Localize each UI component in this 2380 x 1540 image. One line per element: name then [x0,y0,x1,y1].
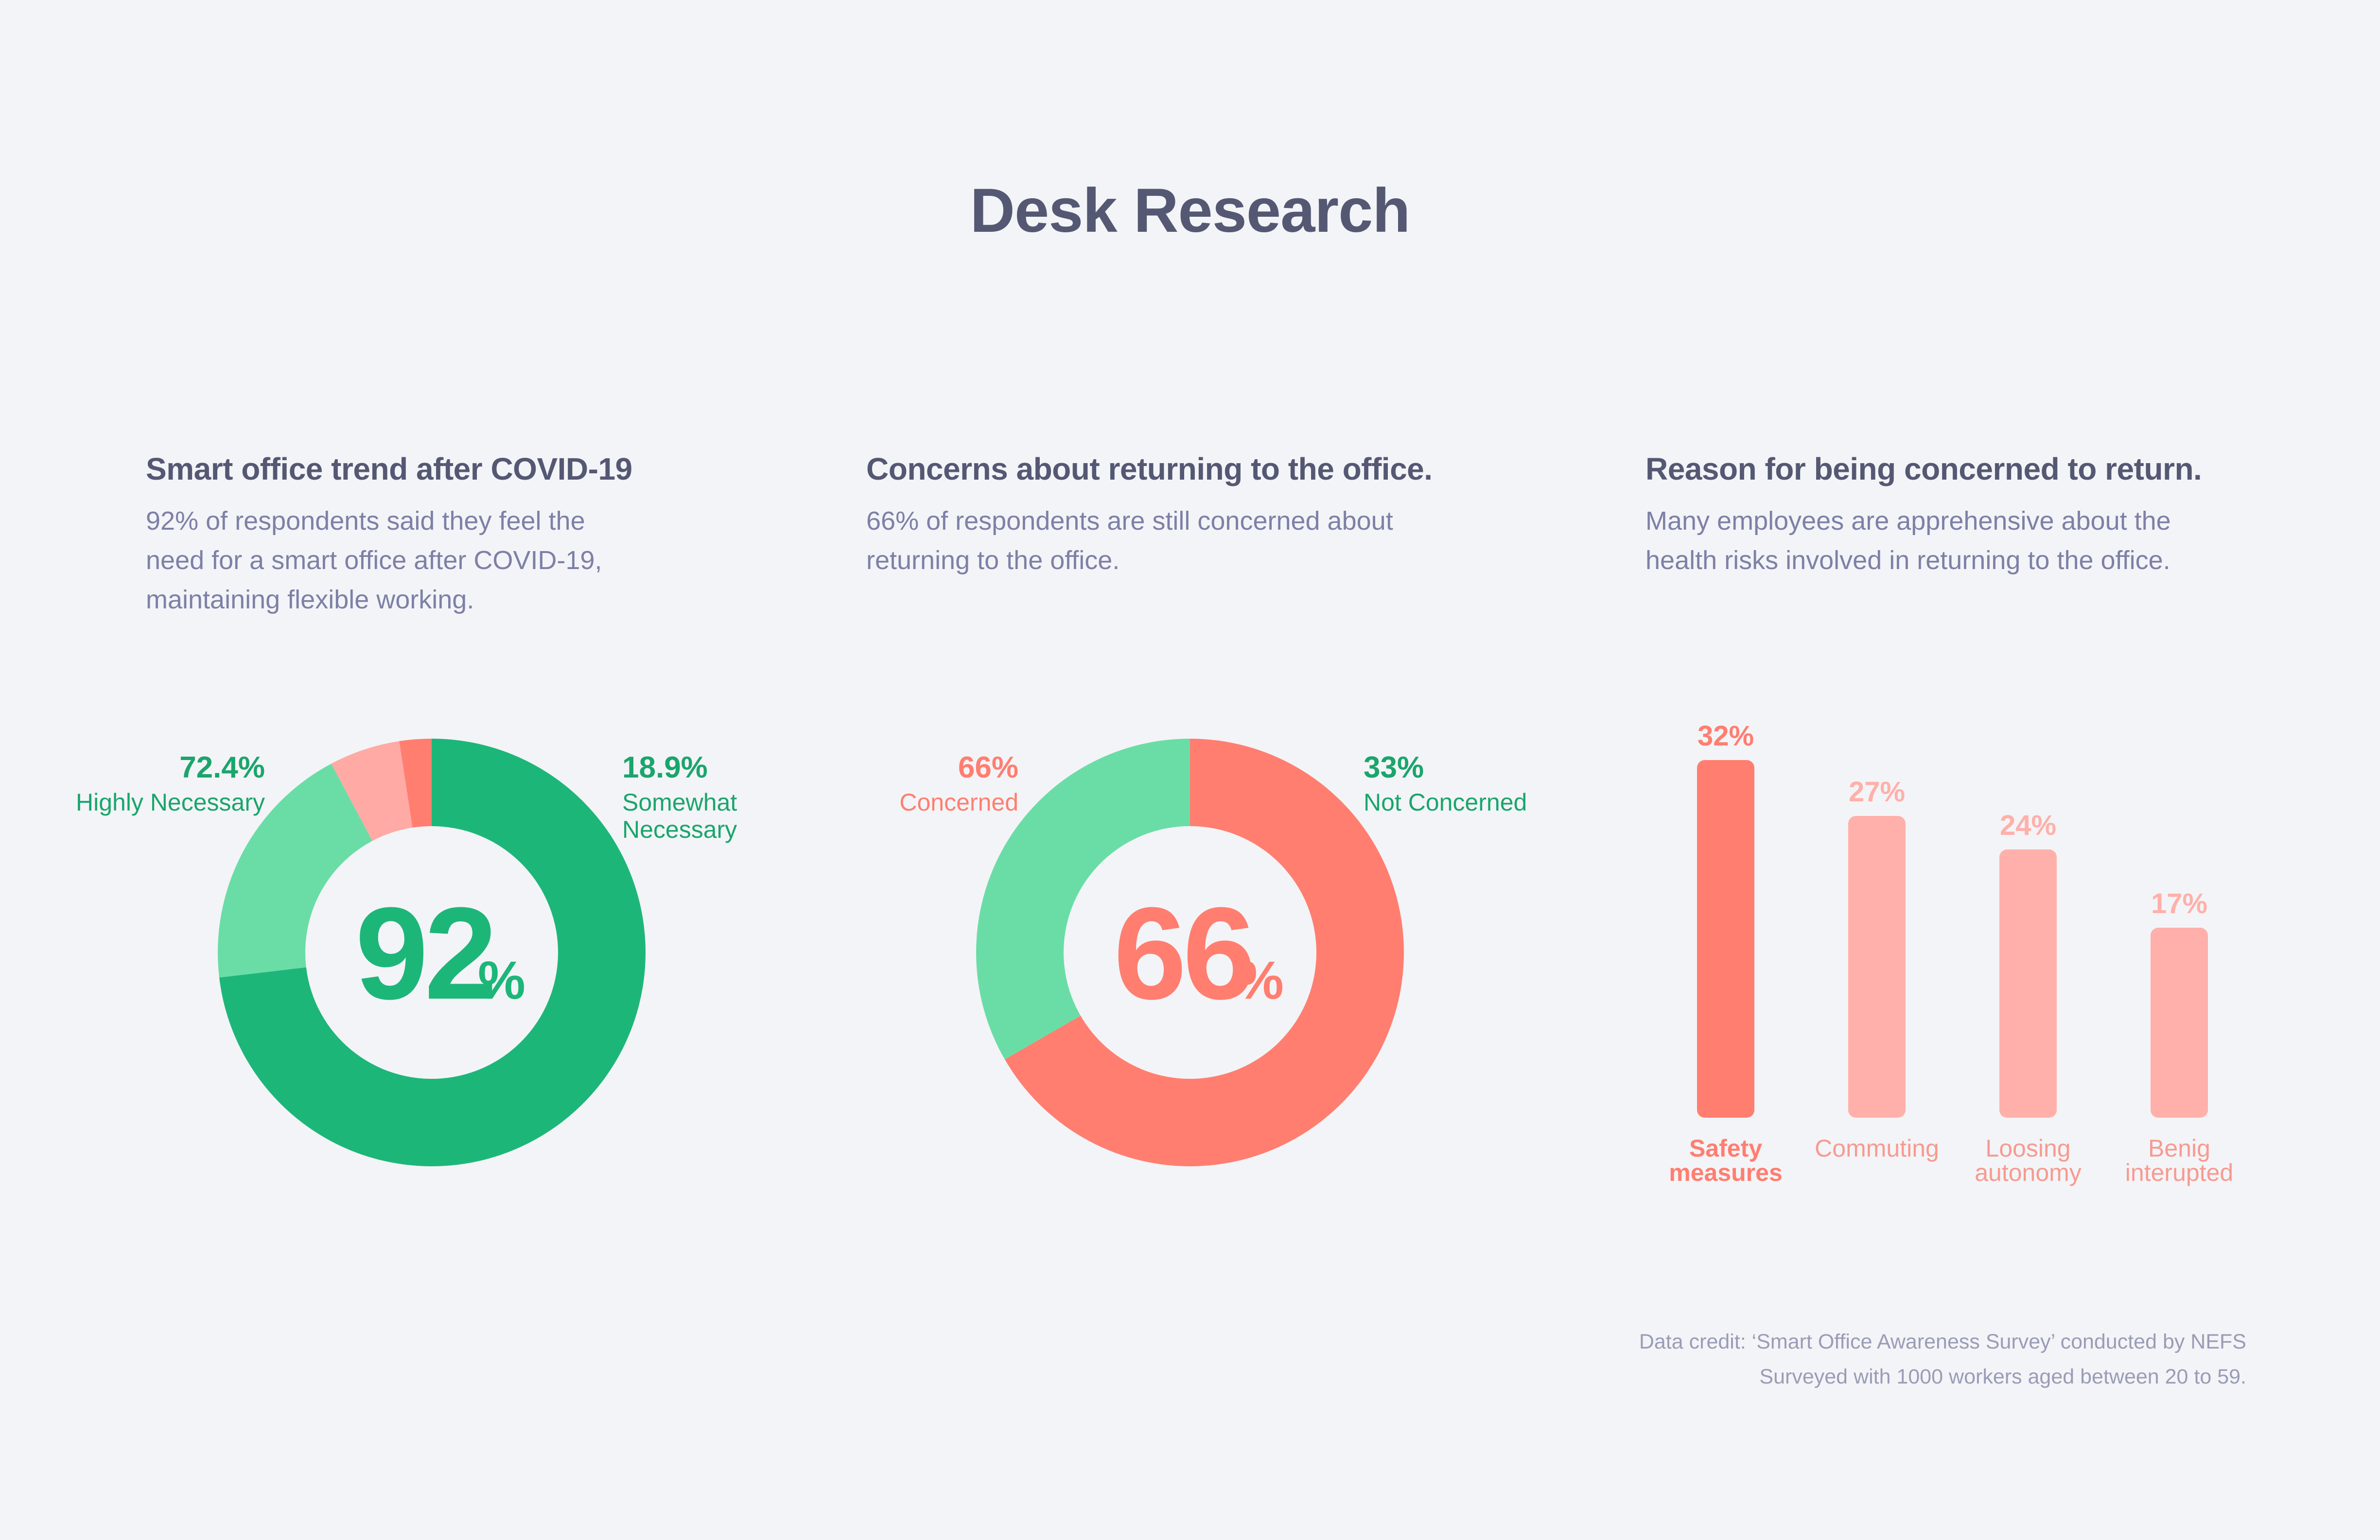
bar-value-label: 27% [1849,776,1905,808]
donut-center-value: 92 [355,881,494,1027]
bar-value-label: 32% [1698,720,1754,752]
donut-slice [976,739,1190,1059]
bar-category-label: measures [1669,1159,1783,1186]
panel-3-title: Reason for being concerned to return. [1645,451,2202,486]
donut-center-unit: % [1236,951,1284,1010]
slice-category-label: Necessary [622,816,737,843]
slice-value-label: 72.4% [179,751,265,784]
donut-slice [399,739,432,828]
donut-slice [1004,739,1404,1166]
donut-center-unit: % [478,951,525,1010]
bar [1697,760,1754,1118]
bar-value-label: 24% [2000,810,2056,841]
bar-category-label: Benig [2148,1135,2210,1162]
slice-value-label: 33% [1364,751,1424,784]
bar-category-label: autonomy [1975,1159,2082,1186]
bar-category-label: interupted [2125,1159,2233,1186]
page-title: Desk Research [970,176,1411,245]
donut-center-value: 66 [1114,881,1253,1027]
bar-value-label: 17% [2151,888,2207,919]
donut-slice [219,739,646,1166]
necessity-donut-chart: 92% 72.4% Highly Necessary 18.9% SomewhatNec… [76,739,737,1166]
panel-2-title: Concerns about returning to the office. [866,451,1433,486]
panel-1-description: 92% of respondents said they feel the ne… [146,506,602,614]
panel-3-description: Many employees are apprehensive about th… [1645,506,2171,575]
donut-slice [218,763,372,978]
slice-category-label: Not Concerned [1364,789,1527,816]
bar [2151,928,2208,1118]
bar-category-label: Loosing [1985,1135,2070,1162]
bar [1848,816,1906,1118]
data-credit: Data credit: ‘Smart Office Awareness Sur… [1639,1324,2246,1394]
data-credit-line-2: Surveyed with 1000 workers aged between … [1759,1365,2246,1388]
data-credit-line-1: Data credit: ‘Smart Office Awareness Sur… [1639,1330,2246,1353]
bar [1999,849,2057,1118]
donut-slice [331,741,413,841]
bar-category-label: Safety [1689,1135,1762,1162]
slice-category-label: Somewhat [622,789,737,816]
slice-category-label: Concerned [899,789,1018,816]
slice-category-label: Highly Necessary [76,789,265,816]
panel-1-title: Smart office trend after COVID-19 [146,451,632,486]
panel-2-description: 66% of respondents are still concerned a… [866,506,1393,575]
slice-value-label: 18.9% [622,751,708,784]
bar-category-label: Commuting [1815,1135,1939,1162]
concern-donut-chart: 66% 66% Concerned 33% Not Concerned [899,739,1527,1166]
slice-value-label: 66% [958,751,1018,784]
